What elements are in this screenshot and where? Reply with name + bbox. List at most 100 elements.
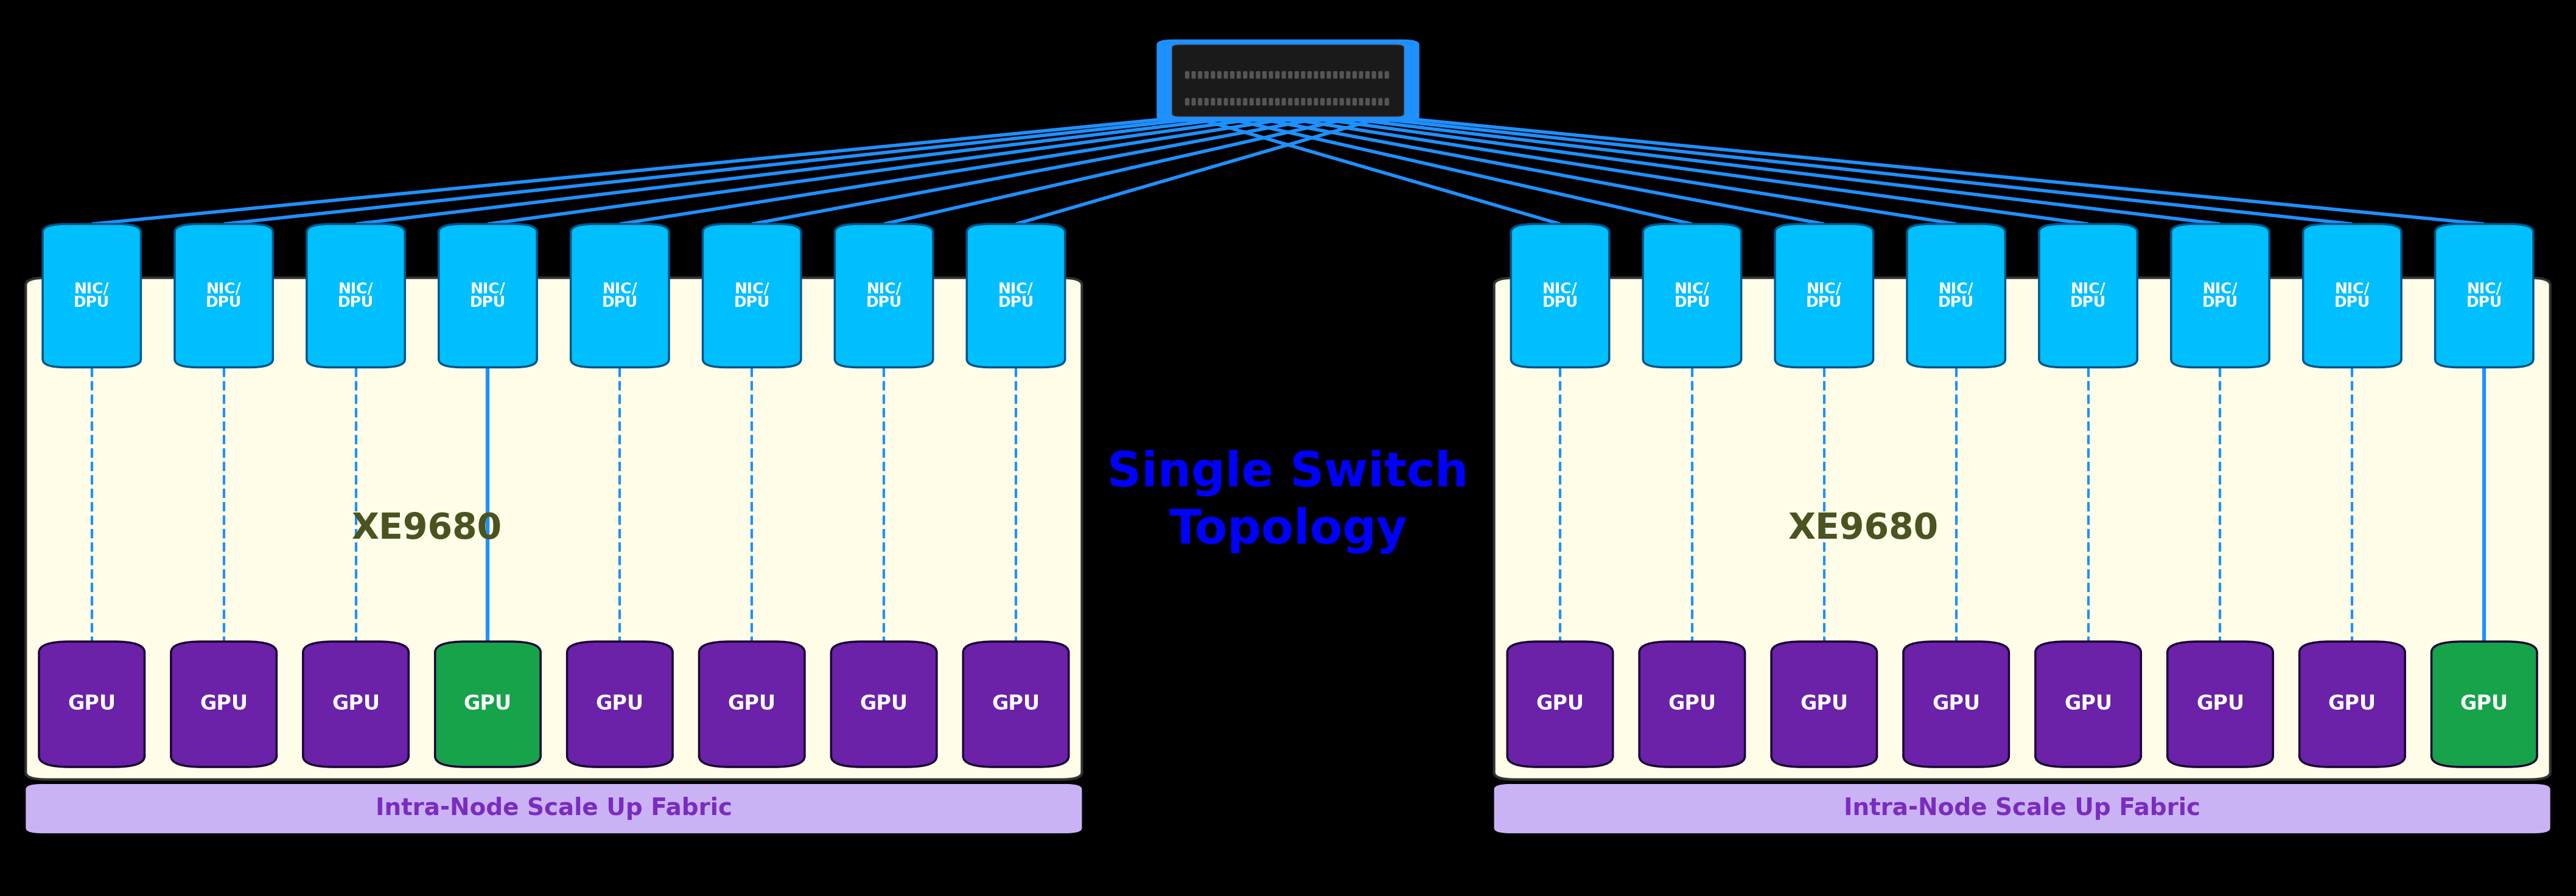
Text: NIC/
DPU: NIC/ DPU — [2202, 281, 2239, 310]
FancyBboxPatch shape — [1206, 71, 1208, 79]
Text: GPU: GPU — [1535, 694, 1584, 714]
FancyBboxPatch shape — [1643, 224, 1741, 367]
FancyBboxPatch shape — [39, 642, 144, 767]
Text: GPU: GPU — [860, 694, 907, 714]
FancyBboxPatch shape — [1378, 71, 1383, 79]
FancyBboxPatch shape — [1262, 98, 1267, 106]
FancyBboxPatch shape — [2172, 224, 2269, 367]
FancyBboxPatch shape — [1327, 71, 1332, 79]
Text: GPU: GPU — [729, 694, 775, 714]
Text: NIC/
DPU: NIC/ DPU — [603, 281, 639, 310]
FancyBboxPatch shape — [1236, 71, 1242, 79]
FancyBboxPatch shape — [1288, 71, 1293, 79]
FancyBboxPatch shape — [1314, 71, 1319, 79]
Text: GPU: GPU — [2329, 694, 2375, 714]
FancyBboxPatch shape — [1334, 98, 1337, 106]
Text: Single Switch
Topology: Single Switch Topology — [1108, 450, 1468, 554]
Text: NIC/
DPU: NIC/ DPU — [1806, 281, 1842, 310]
Text: XE9680: XE9680 — [1788, 512, 1940, 546]
FancyBboxPatch shape — [1283, 98, 1285, 106]
FancyBboxPatch shape — [1296, 98, 1298, 106]
FancyBboxPatch shape — [1314, 98, 1319, 106]
FancyBboxPatch shape — [1301, 71, 1306, 79]
FancyBboxPatch shape — [1283, 71, 1285, 79]
FancyBboxPatch shape — [304, 642, 410, 767]
Text: NIC/
DPU: NIC/ DPU — [734, 281, 770, 310]
FancyBboxPatch shape — [1270, 71, 1273, 79]
FancyBboxPatch shape — [1340, 71, 1345, 79]
Text: GPU: GPU — [595, 694, 644, 714]
FancyBboxPatch shape — [1218, 98, 1221, 106]
FancyBboxPatch shape — [2300, 642, 2406, 767]
FancyBboxPatch shape — [1772, 642, 1878, 767]
FancyBboxPatch shape — [1345, 71, 1350, 79]
FancyBboxPatch shape — [1249, 98, 1255, 106]
FancyBboxPatch shape — [1386, 71, 1388, 79]
Text: NIC/
DPU: NIC/ DPU — [2465, 281, 2501, 310]
FancyBboxPatch shape — [307, 224, 404, 367]
FancyBboxPatch shape — [170, 642, 276, 767]
Text: NIC/
DPU: NIC/ DPU — [866, 281, 902, 310]
FancyBboxPatch shape — [1904, 642, 2009, 767]
Text: GPU: GPU — [332, 694, 379, 714]
Text: GPU: GPU — [201, 694, 247, 714]
FancyBboxPatch shape — [1198, 98, 1203, 106]
FancyBboxPatch shape — [1206, 98, 1208, 106]
FancyBboxPatch shape — [1193, 71, 1195, 79]
FancyBboxPatch shape — [1301, 98, 1306, 106]
Text: GPU: GPU — [2197, 694, 2244, 714]
FancyBboxPatch shape — [1352, 98, 1358, 106]
Text: GPU: GPU — [67, 694, 116, 714]
FancyBboxPatch shape — [1185, 71, 1190, 79]
Text: GPU: GPU — [2063, 694, 2112, 714]
FancyBboxPatch shape — [2035, 642, 2141, 767]
FancyBboxPatch shape — [2434, 224, 2532, 367]
FancyBboxPatch shape — [1193, 98, 1195, 106]
FancyBboxPatch shape — [572, 224, 670, 367]
FancyBboxPatch shape — [2166, 642, 2272, 767]
FancyBboxPatch shape — [438, 224, 536, 367]
Text: NIC/
DPU: NIC/ DPU — [997, 281, 1033, 310]
FancyBboxPatch shape — [1224, 98, 1229, 106]
Text: Intra-Node Scale Up Fabric: Intra-Node Scale Up Fabric — [1844, 797, 2200, 820]
Text: NIC/
DPU: NIC/ DPU — [2334, 281, 2370, 310]
FancyBboxPatch shape — [2040, 224, 2138, 367]
FancyBboxPatch shape — [1157, 39, 1419, 122]
FancyBboxPatch shape — [1360, 71, 1363, 79]
Text: XE9680: XE9680 — [353, 512, 502, 546]
FancyBboxPatch shape — [1365, 98, 1370, 106]
FancyBboxPatch shape — [1775, 224, 1873, 367]
FancyBboxPatch shape — [832, 642, 938, 767]
FancyBboxPatch shape — [1231, 71, 1234, 79]
FancyBboxPatch shape — [1224, 71, 1229, 79]
FancyBboxPatch shape — [1231, 98, 1234, 106]
FancyBboxPatch shape — [963, 642, 1069, 767]
FancyBboxPatch shape — [26, 278, 1082, 780]
FancyBboxPatch shape — [1198, 71, 1203, 79]
FancyBboxPatch shape — [1309, 71, 1311, 79]
FancyBboxPatch shape — [1249, 71, 1255, 79]
FancyBboxPatch shape — [966, 224, 1064, 367]
Text: GPU: GPU — [464, 694, 513, 714]
Text: NIC/
DPU: NIC/ DPU — [1937, 281, 1973, 310]
FancyBboxPatch shape — [1309, 98, 1311, 106]
Text: NIC/
DPU: NIC/ DPU — [1674, 281, 1710, 310]
FancyBboxPatch shape — [1262, 71, 1267, 79]
FancyBboxPatch shape — [1211, 98, 1216, 106]
FancyBboxPatch shape — [698, 642, 804, 767]
FancyBboxPatch shape — [1507, 642, 1613, 767]
FancyBboxPatch shape — [1327, 98, 1332, 106]
FancyBboxPatch shape — [1494, 278, 2550, 780]
FancyBboxPatch shape — [1321, 98, 1324, 106]
FancyBboxPatch shape — [1512, 224, 1610, 367]
FancyBboxPatch shape — [1365, 71, 1370, 79]
FancyBboxPatch shape — [1321, 71, 1324, 79]
FancyBboxPatch shape — [1340, 98, 1345, 106]
Text: GPU: GPU — [1801, 694, 1847, 714]
FancyBboxPatch shape — [1275, 71, 1280, 79]
FancyBboxPatch shape — [175, 224, 273, 367]
FancyBboxPatch shape — [567, 642, 672, 767]
FancyBboxPatch shape — [1345, 98, 1350, 106]
Text: Intra-Node Scale Up Fabric: Intra-Node Scale Up Fabric — [376, 797, 732, 820]
FancyBboxPatch shape — [1370, 98, 1376, 106]
